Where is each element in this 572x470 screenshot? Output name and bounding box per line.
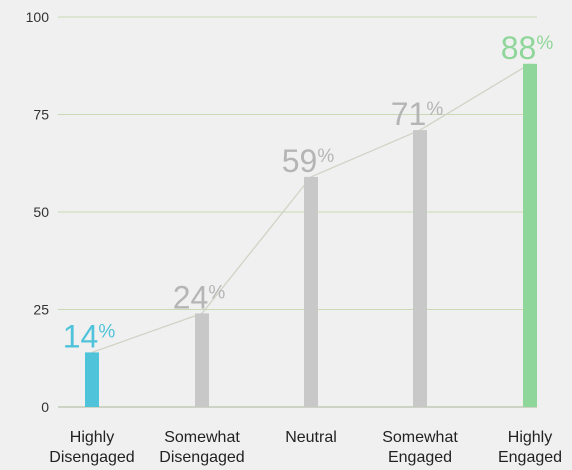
value-label: 14% (63, 318, 116, 354)
category-label: Neutral (285, 429, 337, 446)
bar (195, 313, 209, 407)
category-label: Highly Disengaged (49, 429, 134, 466)
category-label: Highly Engaged (498, 429, 562, 466)
value-label: 59% (282, 143, 335, 179)
y-axis-ticks: 0 25 50 75 100 (26, 9, 50, 415)
value-labels: 14% 24% 59% 71% 88% (63, 30, 554, 355)
gridlines (58, 16, 537, 408)
y-tick-label: 100 (26, 9, 50, 25)
value-label: 71% (391, 96, 444, 132)
y-tick-label: 0 (41, 399, 49, 415)
value-label: 88% (501, 30, 554, 66)
bar (413, 130, 427, 407)
y-tick-label: 50 (33, 204, 49, 220)
bars (85, 63, 537, 408)
bar (85, 352, 99, 407)
y-tick-label: 25 (33, 302, 49, 318)
category-label: Somewhat Disengaged (159, 429, 244, 466)
category-labels: Highly Disengaged Somewhat Disengaged Neutra… (49, 429, 562, 466)
category-label: Somewhat Engaged (382, 429, 458, 466)
bar (523, 63, 537, 408)
y-tick-label: 75 (33, 107, 49, 123)
bar (304, 176, 318, 407)
value-label: 24% (173, 279, 226, 315)
